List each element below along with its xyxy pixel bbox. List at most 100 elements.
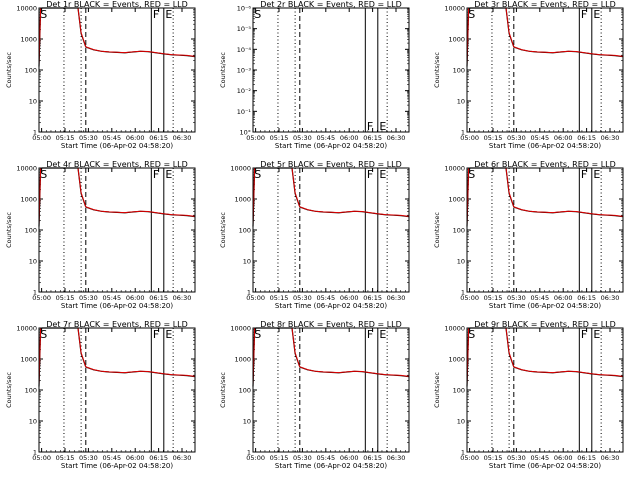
y-tick-label: 10	[29, 258, 37, 266]
plot-frame	[252, 7, 410, 133]
panel-det-5r: Det 5r BLACK = Events, RED = LLD 1 10 100 10…	[219, 160, 410, 310]
panel-det-3r: Det 3r BLACK = Events, RED = LLD 1 10 100 10…	[433, 0, 624, 150]
x-tick-label: 05:15	[56, 454, 75, 462]
x-tick-label: 06:15	[363, 454, 382, 462]
x-tick-label: 05:00	[32, 134, 51, 142]
annotation-s: S	[254, 328, 261, 341]
annotation-e: E	[379, 168, 386, 181]
annotation-f: F	[581, 168, 587, 181]
annotation-f: F	[153, 168, 159, 181]
x-tick-label: 05:45	[316, 134, 335, 142]
y-tick-label: 10°	[239, 129, 251, 137]
x-tick-label: 06:30	[173, 294, 192, 302]
y-tick-label: 10⁻⁵	[237, 25, 252, 33]
y-tick-label: 1	[247, 289, 251, 297]
plot-frame	[38, 327, 196, 453]
annotation-s: S	[254, 8, 261, 21]
y-tick-label: 100	[239, 387, 251, 395]
x-tick-label: 05:30	[79, 294, 98, 302]
x-tick-label: 05:30	[507, 294, 526, 302]
x-tick-label: 06:00	[126, 294, 145, 302]
x-tick-label: 05:15	[484, 454, 503, 462]
y-tick-label: 10000	[444, 5, 465, 13]
x-tick-label: 06:30	[387, 454, 406, 462]
x-axis-label: Start Time (06-Apr-02 04:58:20)	[489, 142, 601, 150]
annotation-s: S	[254, 168, 261, 181]
panel-title: Det 5r BLACK = Events, RED = LLD	[260, 160, 402, 169]
plot-frame	[38, 167, 196, 293]
annotation-f: F	[153, 8, 159, 21]
y-tick-label: 10000	[444, 325, 465, 333]
panel-title: Det 1r BLACK = Events, RED = LLD	[46, 0, 188, 9]
y-tick-label: 1000	[448, 356, 465, 364]
y-tick-label: 100	[25, 387, 37, 395]
x-tick-label: 05:00	[460, 294, 479, 302]
y-tick-label: 10000	[16, 5, 37, 13]
y-tick-label: 1	[461, 449, 465, 457]
y-tick-label: 1000	[20, 36, 37, 44]
y-axis-label: Counts/sec	[219, 52, 227, 88]
x-tick-label: 05:45	[102, 294, 121, 302]
x-tick-label: 06:00	[340, 294, 359, 302]
x-tick-label: 05:30	[293, 294, 312, 302]
x-tick-label: 06:30	[387, 294, 406, 302]
x-tick-label: 05:00	[246, 134, 265, 142]
x-tick-label: 05:00	[460, 134, 479, 142]
y-tick-label: 100	[25, 227, 37, 235]
y-tick-label: 1000	[20, 356, 37, 364]
x-tick-label: 06:30	[387, 134, 406, 142]
annotation-f: F	[581, 8, 587, 21]
x-tick-label: 05:45	[102, 134, 121, 142]
y-axis-label: Counts/sec	[433, 212, 441, 248]
plot-frame	[466, 327, 624, 453]
y-axis-label: Counts/sec	[219, 212, 227, 248]
x-tick-label: 06:15	[149, 134, 168, 142]
x-tick-label: 05:15	[270, 134, 289, 142]
y-tick-label: 1000	[234, 356, 251, 364]
x-tick-label: 05:30	[293, 454, 312, 462]
x-tick-label: 05:30	[79, 454, 98, 462]
y-tick-label: 1	[461, 129, 465, 137]
y-tick-label: 1	[33, 449, 37, 457]
x-tick-label: 05:30	[507, 134, 526, 142]
annotation-f: F	[367, 120, 373, 133]
y-tick-label: 1	[461, 289, 465, 297]
x-tick-label: 05:00	[246, 294, 265, 302]
y-axis-label: Counts/sec	[433, 372, 441, 408]
x-tick-label: 06:15	[149, 454, 168, 462]
y-tick-label: 100	[453, 67, 465, 75]
annotation-s: S	[468, 328, 475, 341]
panel-title: Det 2r BLACK = Events, RED = LLD	[260, 0, 402, 9]
x-tick-label: 06:15	[363, 134, 382, 142]
x-tick-label: 06:15	[149, 294, 168, 302]
annotation-s: S	[40, 168, 47, 181]
plot-frame	[252, 167, 410, 293]
panel-title: Det 9r BLACK = Events, RED = LLD	[474, 320, 616, 329]
y-tick-label: 10	[29, 98, 37, 106]
y-tick-label: 1000	[448, 36, 465, 44]
x-tick-label: 06:30	[173, 454, 192, 462]
plot-frame	[466, 7, 624, 133]
x-tick-label: 05:00	[32, 294, 51, 302]
panel-det-6r: Det 6r BLACK = Events, RED = LLD 1 10 100 10…	[433, 160, 624, 310]
y-tick-label: 1000	[20, 196, 37, 204]
panel-det-4r: Det 4r BLACK = Events, RED = LLD 1 10 100 10…	[5, 160, 196, 310]
x-axis-label: Start Time (06-Apr-02 04:58:20)	[61, 302, 173, 310]
y-tick-label: 1000	[448, 196, 465, 204]
annotation-e: E	[165, 8, 172, 21]
y-axis-label: Counts/sec	[219, 372, 227, 408]
y-tick-label: 10000	[230, 165, 251, 173]
x-tick-label: 05:45	[102, 454, 121, 462]
y-axis-label: Counts/sec	[5, 372, 13, 408]
x-tick-label: 05:15	[56, 294, 75, 302]
panel-det-1r: Det 1r BLACK = Events, RED = LLD 1 10 100 10…	[5, 0, 196, 150]
plot-frame	[252, 327, 410, 453]
annotation-s: S	[468, 168, 475, 181]
x-tick-label: 06:30	[173, 134, 192, 142]
annotation-s: S	[40, 8, 47, 21]
y-tick-label: 1	[33, 129, 37, 137]
y-tick-label: 10	[29, 418, 37, 426]
x-tick-label: 06:00	[554, 294, 573, 302]
x-tick-label: 05:15	[484, 134, 503, 142]
